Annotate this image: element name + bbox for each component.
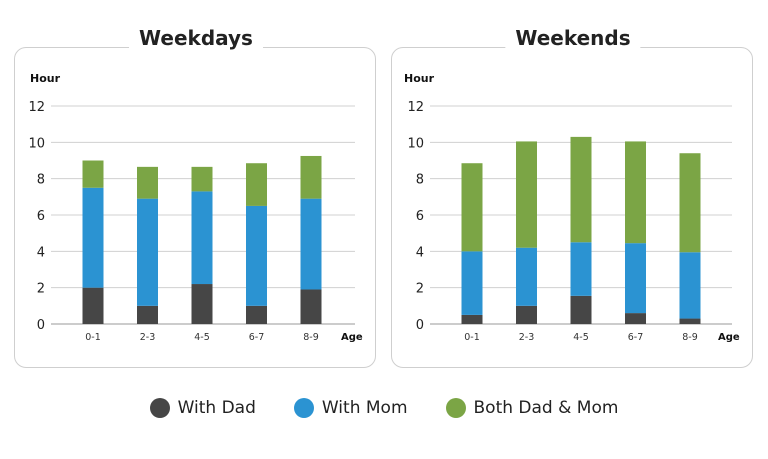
- bar-segment-dad: [679, 318, 701, 324]
- bar-segment-both: [625, 141, 646, 244]
- x-tick-label: 2-3: [519, 332, 535, 343]
- x-axis-label: Age: [718, 332, 740, 343]
- x-tick-label: 4-5: [573, 332, 589, 343]
- bar-segment-dad: [516, 305, 537, 324]
- legend-swatch-mom: [293, 398, 314, 418]
- bar-segment-both: [82, 160, 104, 188]
- x-axis-label: Age: [341, 332, 363, 343]
- legend-swatch-dad: [149, 398, 170, 418]
- legend: With Dad With Mom Both Dad & Mom: [0, 398, 768, 418]
- legend-swatch-both: [445, 398, 466, 418]
- y-tick-label: 4: [37, 245, 45, 260]
- y-tick-label: 8: [37, 173, 45, 188]
- legend-label: With Dad: [177, 398, 256, 418]
- bar-segment-dad: [82, 287, 104, 324]
- x-tick-label: 8-9: [682, 332, 698, 343]
- bar-segment-both: [300, 155, 322, 199]
- bar-segment-dad: [191, 284, 213, 324]
- bar-segment-dad: [625, 313, 646, 324]
- bar-segment-both: [246, 163, 267, 206]
- bar-segment-both: [570, 136, 592, 243]
- bar-segment-mom: [191, 191, 213, 285]
- x-tick-label: 4-5: [194, 332, 210, 343]
- bar-segment-dad: [461, 314, 483, 324]
- bar-segment-both: [137, 166, 158, 199]
- y-tick-label: 0: [37, 318, 45, 333]
- bar-segment-mom: [246, 205, 267, 306]
- bar-segment-dad: [246, 305, 267, 324]
- bar-segment-dad: [570, 295, 592, 324]
- y-tick-label: 2: [37, 282, 45, 297]
- y-tick-label: 0: [416, 318, 424, 333]
- legend-label: With Mom: [321, 398, 408, 418]
- y-tick-label: 10: [28, 136, 45, 151]
- bar-segment-both: [679, 153, 701, 253]
- legend-item-mom: With Mom: [293, 398, 408, 418]
- legend-item-both: Both Dad & Mom: [445, 398, 619, 418]
- bar-segment-both: [461, 163, 483, 252]
- bar-segment-dad: [137, 305, 158, 324]
- x-tick-label: 2-3: [140, 332, 156, 343]
- bar-segment-dad: [300, 289, 322, 324]
- y-tick-label: 4: [416, 245, 424, 260]
- y-tick-label: 2: [416, 282, 424, 297]
- y-tick-label: 8: [416, 173, 424, 188]
- bar-segment-mom: [300, 198, 322, 290]
- bar-segment-mom: [516, 247, 537, 306]
- x-tick-label: 0-1: [464, 332, 480, 343]
- y-tick-label: 6: [416, 209, 424, 224]
- y-tick-label: 12: [407, 100, 424, 115]
- x-tick-label: 8-9: [303, 332, 319, 343]
- legend-item-dad: With Dad: [149, 398, 256, 418]
- bar-segment-both: [516, 141, 537, 248]
- y-tick-label: 12: [28, 100, 45, 115]
- bar-segment-mom: [137, 198, 158, 306]
- x-tick-label: 6-7: [249, 332, 265, 343]
- x-tick-label: 0-1: [85, 332, 101, 343]
- bar-segment-mom: [82, 187, 104, 288]
- y-axis-label: Hour: [404, 72, 435, 85]
- y-tick-label: 10: [407, 136, 424, 151]
- weekends-title: Weekends: [505, 26, 641, 50]
- weekdays-title: Weekdays: [129, 26, 263, 50]
- bar-segment-mom: [570, 242, 592, 296]
- x-tick-label: 6-7: [628, 332, 644, 343]
- y-tick-label: 6: [37, 209, 45, 224]
- legend-label: Both Dad & Mom: [473, 398, 619, 418]
- bar-segment-both: [191, 166, 213, 192]
- bar-segment-mom: [679, 252, 701, 319]
- bar-segment-mom: [625, 243, 646, 314]
- bar-segment-mom: [461, 251, 483, 315]
- y-axis-label: Hour: [30, 72, 61, 85]
